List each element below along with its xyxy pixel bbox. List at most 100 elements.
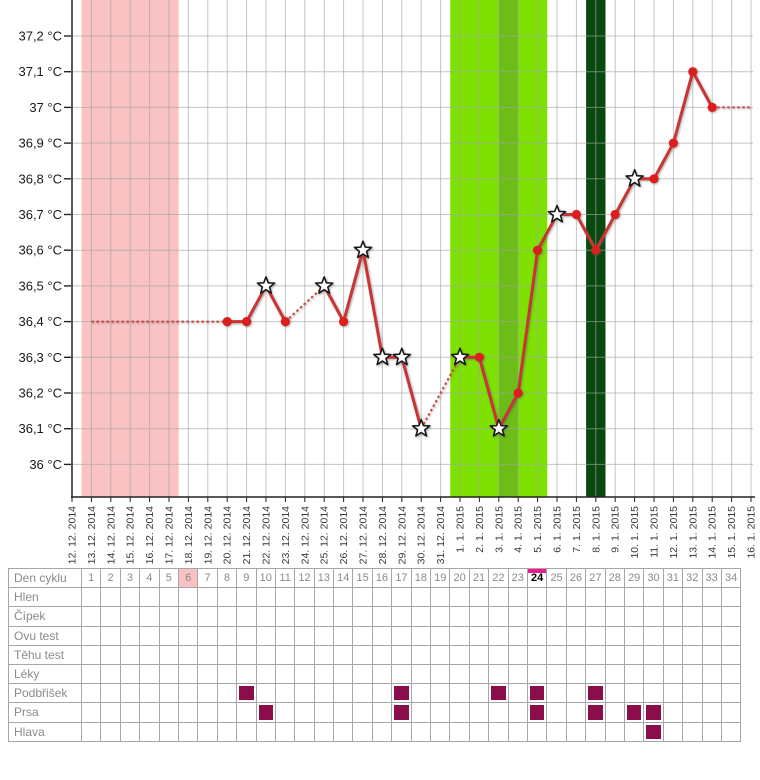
dot-marker[interactable]: [591, 245, 601, 255]
symptom-cell-day-32[interactable]: [682, 625, 703, 646]
cycle-day-23[interactable]: 23: [507, 567, 528, 589]
symptom-cell-day-6[interactable]: [177, 683, 199, 704]
symptom-cell-day-3[interactable]: [119, 721, 141, 742]
symptom-cell-day-29[interactable]: [623, 721, 645, 742]
symptom-cell-day-31[interactable]: [662, 683, 684, 704]
dot-marker[interactable]: [242, 317, 252, 327]
symptom-cell-day-34[interactable]: [720, 625, 742, 646]
symptom-cell-day-22[interactable]: [488, 663, 509, 685]
symptom-cell-day-2[interactable]: [100, 625, 121, 646]
dot-marker[interactable]: [280, 317, 290, 327]
symptom-cell-day-10[interactable]: [255, 587, 276, 608]
symptom-cell-day-6[interactable]: [177, 606, 199, 627]
symptom-cell-day-9[interactable]: [236, 587, 257, 608]
symptom-cell-day-29[interactable]: [623, 683, 645, 704]
symptom-cell-day-18[interactable]: [410, 644, 432, 665]
symptom-cell-day-16[interactable]: [371, 721, 393, 742]
symptom-cell-day-15[interactable]: [352, 702, 373, 723]
symptom-cell-day-25[interactable]: [546, 587, 567, 608]
symptom-cell-day-29[interactable]: [623, 606, 645, 627]
symptom-cell-day-30[interactable]: [643, 644, 664, 665]
symptom-cell-day-30[interactable]: [643, 587, 664, 608]
symptom-cell-day-31[interactable]: [662, 625, 684, 646]
symptom-cell-day-19[interactable]: [430, 625, 451, 646]
symptom-cell-day-22[interactable]: [488, 587, 509, 608]
symptom-cell-day-15[interactable]: [352, 625, 373, 646]
symptom-cell-day-23[interactable]: [507, 587, 528, 608]
symptom-cell-day-8[interactable]: [216, 683, 238, 704]
symptom-cell-day-31[interactable]: [662, 606, 684, 627]
symptom-cell-day-29[interactable]: [623, 644, 645, 665]
symptom-cell-day-18[interactable]: [410, 663, 432, 685]
symptom-cell-day-32[interactable]: [682, 702, 703, 723]
cycle-day-17[interactable]: 17: [391, 567, 412, 589]
symptom-cell-day-23[interactable]: [507, 644, 528, 665]
cycle-day-8[interactable]: 8: [216, 567, 238, 589]
symptom-cell-day-25[interactable]: [546, 644, 567, 665]
symptom-cell-day-20[interactable]: [449, 683, 470, 704]
symptom-cell-day-27[interactable]: [585, 606, 606, 627]
symptom-cell-day-3[interactable]: [119, 644, 141, 665]
cycle-day-15[interactable]: 15: [352, 567, 373, 589]
symptom-cell-day-33[interactable]: [701, 606, 722, 627]
symptom-cell-day-23[interactable]: [507, 606, 528, 627]
symptom-cell-day-34[interactable]: [720, 683, 742, 704]
symptom-cell-day-31[interactable]: [662, 702, 684, 723]
cycle-day-33[interactable]: 33: [701, 567, 722, 589]
symptom-cell-day-24[interactable]: [526, 625, 548, 646]
symptom-cell-day-27[interactable]: [585, 683, 606, 704]
symptom-cell-day-28[interactable]: [604, 683, 625, 704]
symptom-cell-day-1[interactable]: [80, 606, 102, 627]
symptom-cell-day-26[interactable]: [565, 644, 587, 665]
star-marker[interactable]: [625, 169, 644, 187]
dot-marker[interactable]: [688, 67, 698, 77]
symptom-cell-day-12[interactable]: [294, 644, 315, 665]
dot-marker[interactable]: [513, 388, 523, 398]
symptom-cell-day-1[interactable]: [80, 702, 102, 723]
symptom-cell-day-32[interactable]: [682, 587, 703, 608]
symptom-cell-day-1[interactable]: [80, 663, 102, 685]
symptom-cell-day-11[interactable]: [274, 644, 296, 665]
symptom-cell-day-9[interactable]: [236, 663, 257, 685]
symptom-cell-day-27[interactable]: [585, 721, 606, 742]
symptom-cell-day-21[interactable]: [468, 606, 490, 627]
dot-marker[interactable]: [707, 102, 717, 112]
cycle-day-7[interactable]: 7: [197, 567, 218, 589]
symptom-cell-day-24[interactable]: [526, 663, 548, 685]
symptom-cell-day-8[interactable]: [216, 625, 238, 646]
cycle-day-10[interactable]: 10: [255, 567, 276, 589]
symptom-cell-day-18[interactable]: [410, 606, 432, 627]
symptom-cell-day-5[interactable]: [158, 625, 179, 646]
cycle-day-27[interactable]: 27: [585, 567, 606, 589]
symptom-cell-day-30[interactable]: [643, 702, 664, 723]
star-marker[interactable]: [256, 276, 276, 294]
cycle-day-6[interactable]: 6: [177, 567, 199, 589]
symptom-cell-day-25[interactable]: [546, 625, 567, 646]
symptom-cell-day-21[interactable]: [468, 721, 490, 742]
symptom-cell-day-13[interactable]: [313, 663, 335, 685]
symptom-cell-day-23[interactable]: [507, 721, 528, 742]
symptom-cell-day-17[interactable]: [391, 606, 412, 627]
symptom-cell-day-13[interactable]: [313, 587, 335, 608]
symptom-cell-day-25[interactable]: [546, 721, 567, 742]
cycle-day-18[interactable]: 18: [410, 567, 432, 589]
symptom-cell-day-12[interactable]: [294, 606, 315, 627]
symptom-cell-day-17[interactable]: [391, 663, 412, 685]
cycle-day-2[interactable]: 2: [100, 567, 121, 589]
symptom-cell-day-11[interactable]: [274, 606, 296, 627]
dot-marker[interactable]: [649, 174, 659, 184]
symptom-cell-day-11[interactable]: [274, 587, 296, 608]
cycle-day-22[interactable]: 22: [488, 567, 509, 589]
symptom-cell-day-13[interactable]: [313, 606, 335, 627]
symptom-cell-day-1[interactable]: [80, 587, 102, 608]
symptom-cell-day-27[interactable]: [585, 625, 606, 646]
symptom-cell-day-31[interactable]: [662, 663, 684, 685]
symptom-cell-day-28[interactable]: [604, 625, 625, 646]
symptom-cell-day-22[interactable]: [488, 683, 509, 704]
symptom-cell-day-6[interactable]: [177, 663, 199, 685]
star-marker[interactable]: [489, 418, 509, 437]
dot-marker[interactable]: [339, 317, 349, 327]
symptom-cell-day-32[interactable]: [682, 683, 703, 704]
symptom-cell-day-5[interactable]: [158, 663, 179, 685]
symptom-cell-day-28[interactable]: [604, 702, 625, 723]
